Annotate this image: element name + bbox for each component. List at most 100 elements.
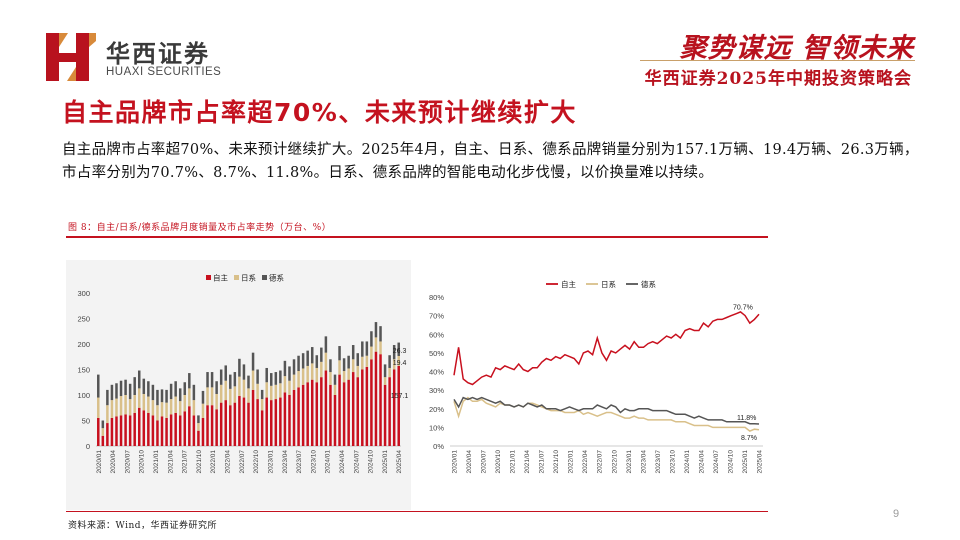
bar-segment-日系 <box>383 377 387 385</box>
bar-segment-德系 <box>374 322 378 338</box>
x-tick-label: 2020/01 <box>96 450 103 474</box>
bar-segment-自主 <box>297 387 300 446</box>
x-tick-label: 2023/07 <box>655 450 662 474</box>
bar-segment-自主 <box>229 405 232 446</box>
bar-segment-德系 <box>251 352 255 371</box>
bar-segment-自主 <box>329 384 332 446</box>
bar-segment-自主 <box>379 354 382 446</box>
bar-segment-日系 <box>374 337 378 352</box>
bar-segment-日系 <box>338 360 341 375</box>
bar-segment-日系 <box>188 388 191 407</box>
bar-segment-日系 <box>101 428 105 436</box>
bar-segment-自主 <box>156 420 159 446</box>
bar-segment-自主 <box>306 382 309 446</box>
bar-segment-德系 <box>115 383 118 399</box>
bar-segment-德系 <box>165 389 168 403</box>
bar-segment-德系 <box>233 372 237 387</box>
bar-segment-自主 <box>365 366 369 446</box>
bar-segment-日系 <box>210 387 214 406</box>
bar-segment-日系 <box>301 368 305 385</box>
series-line-自主 <box>453 311 760 386</box>
x-tick-label: 2021/04 <box>524 450 531 474</box>
bar-segment-德系 <box>383 364 387 378</box>
bar-segment-德系 <box>365 341 369 356</box>
bar-segment-德系 <box>301 353 305 369</box>
bar-segment-自主 <box>119 415 123 446</box>
x-tick-label: 2020/04 <box>110 450 117 474</box>
bar-segment-日系 <box>169 399 173 415</box>
bar-segment-日系 <box>137 388 141 408</box>
x-tick-label: 2023/04 <box>282 450 289 474</box>
x-tick-label: 2022/04 <box>582 450 589 474</box>
x-tick-label: 2023/04 <box>640 450 647 474</box>
sales-bar-chart: 0 50 100 150 200 250 300 2020/01 2020/04 2020/07 2… <box>77 273 408 474</box>
bar-segment-日系 <box>224 380 227 401</box>
bar-segment-自主 <box>160 416 164 446</box>
bar-segment-德系 <box>306 350 309 366</box>
bar-segment-日系 <box>270 385 273 401</box>
x-tick-label: 2022/07 <box>597 450 604 474</box>
x-tick-label: 2020/07 <box>124 450 131 474</box>
bar-segment-日系 <box>361 356 364 370</box>
bar-segment-自主 <box>324 370 328 446</box>
y-tick-label: 80% <box>429 293 444 302</box>
bar-segment-德系 <box>128 383 132 400</box>
bar-segment-德系 <box>133 377 136 395</box>
bar-segment-德系 <box>210 372 214 388</box>
bar-segment-日系 <box>315 367 319 383</box>
bar-segment-德系 <box>142 378 146 394</box>
bar-segment-德系 <box>124 379 127 395</box>
bar-segment-日系 <box>324 352 328 371</box>
x-tick-label: 2021/10 <box>196 450 203 474</box>
bar-segment-德系 <box>110 384 114 401</box>
bar-segment-德系 <box>256 369 259 384</box>
bar-segment-自主 <box>137 407 141 446</box>
x-tick-label: 2020/01 <box>452 450 459 474</box>
y-tick-label: 250 <box>77 315 90 324</box>
bar-segment-自主 <box>256 399 259 446</box>
bar-segment-自主 <box>274 399 278 446</box>
x-tick-label: 2024/04 <box>698 450 705 474</box>
conference-title: 华西证券2025年中期投资策略会 <box>644 69 912 89</box>
source-note: 资料来源：Wind，华西证券研究所 <box>68 521 218 531</box>
bar-segment-自主 <box>361 369 364 446</box>
bar-segment-德系 <box>224 365 227 381</box>
bar-segment-德系 <box>320 347 323 362</box>
bar-segment-自主 <box>124 414 127 446</box>
bar-segment-日系 <box>160 402 164 417</box>
bar-segment-自主 <box>147 412 150 446</box>
bar-segment-自主 <box>292 389 296 446</box>
bar-segment-自主 <box>288 395 291 446</box>
x-tick-label: 2025/01 <box>742 450 749 474</box>
bar-segment-日系 <box>219 384 223 403</box>
bar-segment-日系 <box>356 365 360 378</box>
bar-segment-德系 <box>174 381 177 397</box>
page-number: 9 <box>893 508 900 520</box>
bar-segment-自主 <box>370 359 373 446</box>
bar-segment-自主 <box>97 417 100 446</box>
bar-segment-日系 <box>238 376 241 397</box>
bar-segment-日系 <box>397 355 400 366</box>
bar-segment-日系 <box>388 367 391 378</box>
legend-label: 德系 <box>269 273 284 283</box>
bar-segment-自主 <box>310 379 314 446</box>
bar-segment-日系 <box>351 359 355 373</box>
legend-label: 自主 <box>213 273 228 283</box>
bar-segment-德系 <box>392 345 396 360</box>
bar-segment-自主 <box>320 377 323 446</box>
bar-segment-自主 <box>178 415 182 446</box>
bar-segment-自主 <box>219 402 223 446</box>
body-paragraph: 自主品牌市占率超70%、未来预计继续扩大。2025年4月，自主、日系、德系品牌销… <box>62 142 919 181</box>
bar-segment-日系 <box>206 387 209 406</box>
bar-segment-自主 <box>397 365 400 446</box>
bar-segment-德系 <box>333 374 337 385</box>
x-tick-label: 2025/04 <box>396 450 403 474</box>
bar-segment-自主 <box>188 406 191 446</box>
bar-segment-日系 <box>110 400 114 418</box>
bar-segment-日系 <box>256 383 259 400</box>
x-tick-label: 2022/10 <box>253 450 260 474</box>
bar-segment-自主 <box>392 369 396 446</box>
slogan: 聚势谋远 智领未来 <box>679 33 914 64</box>
x-tick-label: 2023/07 <box>296 450 303 474</box>
bar-segment-自主 <box>238 396 241 446</box>
